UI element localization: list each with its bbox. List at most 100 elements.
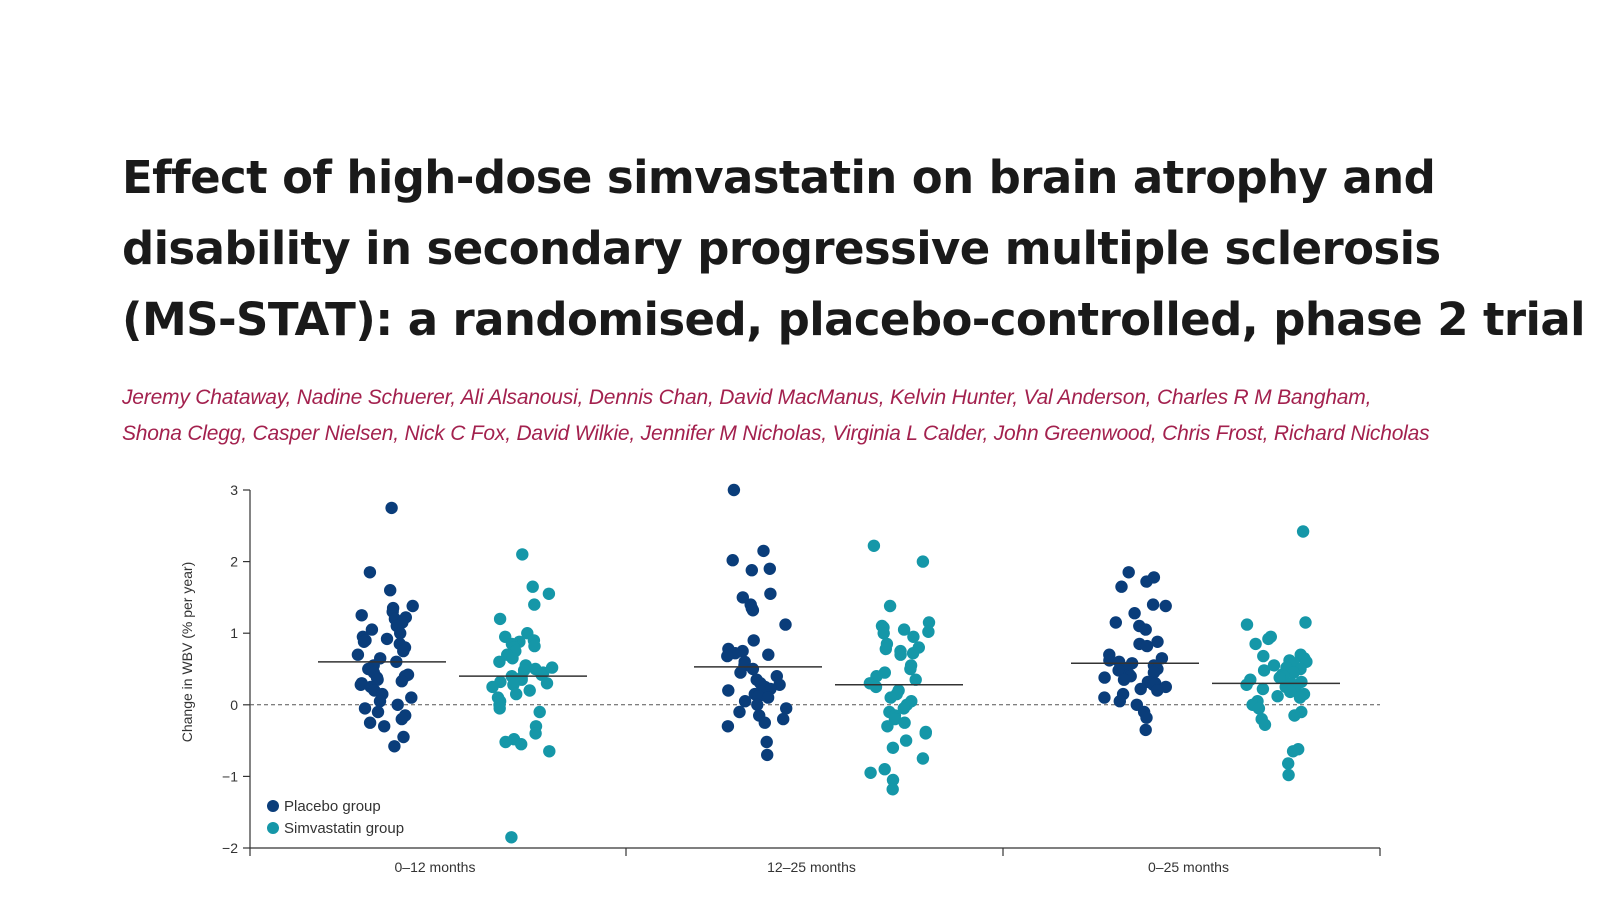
- simvastatin-data-point: [1296, 525, 1310, 538]
- placebo-data-point: [405, 691, 418, 704]
- simvastatin-data-point: [493, 612, 507, 626]
- placebo-data-point: [746, 662, 760, 676]
- placebo-data-point: [1146, 598, 1160, 611]
- simvastatin-data-point: [909, 673, 922, 686]
- simvastatin-data-point: [1240, 678, 1253, 691]
- legend-label-placebo: Placebo group: [284, 798, 381, 815]
- simvastatin-data-point: [897, 623, 911, 636]
- simvastatin-data-point: [528, 598, 541, 611]
- placebo-data-point: [721, 720, 735, 733]
- x-category-label: 0–25 months: [1148, 859, 1229, 875]
- placebo-data-point: [397, 730, 410, 744]
- placebo-data-point: [733, 705, 746, 719]
- simvastatin-data-point: [1273, 671, 1286, 684]
- placebo-data-point: [395, 675, 408, 688]
- paper-title: Effect of high-dose simvastatin on brain…: [122, 142, 1586, 355]
- simvastatin-data-point: [1282, 768, 1295, 782]
- simvastatin-data-point: [886, 741, 900, 754]
- simvastatin-data-point: [904, 662, 917, 676]
- simvastatin-data-point: [922, 616, 936, 629]
- legend-marker-simvastatin: [267, 822, 279, 834]
- simvastatin-data-point: [879, 642, 892, 656]
- placebo-data-point: [780, 702, 793, 715]
- authors-line-1: Jeremy Chataway, Nadine Schuerer, Ali Al…: [122, 386, 1372, 409]
- placebo-data-point: [763, 562, 776, 575]
- title-line-3: (MS-STAT): a randomised, placebo-control…: [122, 293, 1586, 346]
- simvastatin-data-point: [529, 727, 542, 740]
- placebo-data-point: [746, 604, 760, 617]
- placebo-data-point: [1147, 666, 1161, 679]
- simvastatin-data-point: [528, 639, 541, 653]
- simvastatin-data-point: [898, 716, 911, 729]
- authors-line-2: Shona Clegg, Casper Nielsen, Nick C Fox,…: [122, 422, 1430, 445]
- simvastatin-data-point: [916, 555, 930, 568]
- y-axis-label: Change in WBV (% per year): [179, 562, 195, 743]
- placebo-data-point: [378, 720, 391, 733]
- placebo-data-point: [1139, 723, 1152, 737]
- simvastatin-data-point: [523, 684, 536, 697]
- placebo-data-point: [747, 634, 760, 647]
- placebo-data-point: [365, 623, 379, 636]
- simvastatin-data-point: [1284, 685, 1297, 699]
- placebo-data-point: [385, 501, 398, 515]
- simvastatin-data-point: [878, 763, 891, 776]
- author-list: Jeremy Chataway, Nadine Schuerer, Ali Al…: [122, 380, 1562, 452]
- simvastatin-data-point: [922, 625, 935, 638]
- placebo-data-point: [391, 698, 404, 711]
- y-tick-label: −1: [222, 768, 238, 784]
- placebo-data-point: [757, 544, 770, 558]
- placebo-data-point: [1109, 616, 1123, 629]
- placebo-data-point: [764, 587, 777, 600]
- placebo-data-point: [371, 705, 385, 719]
- simvastatin-data-point: [516, 548, 529, 561]
- simvastatin-data-point: [897, 702, 910, 715]
- simvastatin-data-point: [916, 752, 930, 765]
- simvastatin-data-point: [1293, 691, 1307, 704]
- legend: Placebo group Simvastatin group: [267, 798, 404, 837]
- chart-points: [351, 483, 1313, 844]
- placebo-data-point: [1128, 607, 1141, 620]
- placebo-data-point: [726, 554, 739, 567]
- y-tick-label: −2: [222, 840, 238, 856]
- simvastatin-data-point: [899, 734, 913, 747]
- simvastatin-data-point: [886, 773, 900, 787]
- legend-marker-placebo: [267, 800, 279, 812]
- placebo-data-point: [1159, 599, 1172, 613]
- simvastatin-data-point: [1257, 649, 1270, 663]
- placebo-data-point: [1098, 671, 1111, 684]
- simvastatin-data-point: [1252, 702, 1266, 715]
- placebo-data-point: [1151, 635, 1164, 648]
- simvastatin-data-point: [1257, 664, 1271, 677]
- placebo-data-point: [745, 564, 758, 577]
- placebo-data-point: [727, 483, 741, 497]
- simvastatin-data-point: [894, 648, 907, 661]
- placebo-data-point: [357, 635, 371, 648]
- simvastatin-data-point: [515, 738, 528, 751]
- simvastatin-data-point: [1287, 666, 1300, 679]
- y-tick-label: 2: [230, 554, 238, 570]
- placebo-data-point: [358, 702, 372, 715]
- simvastatin-data-point: [1267, 659, 1281, 672]
- title-line-2: disability in secondary progressive mult…: [122, 222, 1441, 275]
- placebo-data-point: [1140, 711, 1153, 724]
- placebo-data-point: [751, 698, 764, 711]
- placebo-data-point: [1115, 580, 1128, 593]
- placebo-data-point: [397, 644, 410, 658]
- placebo-data-point: [394, 627, 407, 640]
- placebo-data-point: [380, 632, 394, 646]
- simvastatin-data-point: [1271, 690, 1284, 703]
- simvastatin-data-point: [907, 630, 920, 643]
- chart-mean-lines: [318, 661, 1340, 686]
- placebo-data-point: [761, 748, 774, 762]
- simvastatin-data-point: [1256, 682, 1270, 696]
- placebo-data-point: [1139, 623, 1152, 636]
- placebo-data-point: [1134, 682, 1147, 696]
- simvastatin-data-point: [493, 655, 506, 668]
- placebo-data-point: [1098, 691, 1111, 704]
- simvastatin-data-point: [1286, 745, 1300, 758]
- simvastatin-data-point: [505, 831, 518, 844]
- simvastatin-data-point: [486, 680, 499, 694]
- simvastatin-data-point: [881, 720, 894, 733]
- y-tick-label: 0: [230, 697, 238, 713]
- simvastatin-data-point: [867, 539, 881, 552]
